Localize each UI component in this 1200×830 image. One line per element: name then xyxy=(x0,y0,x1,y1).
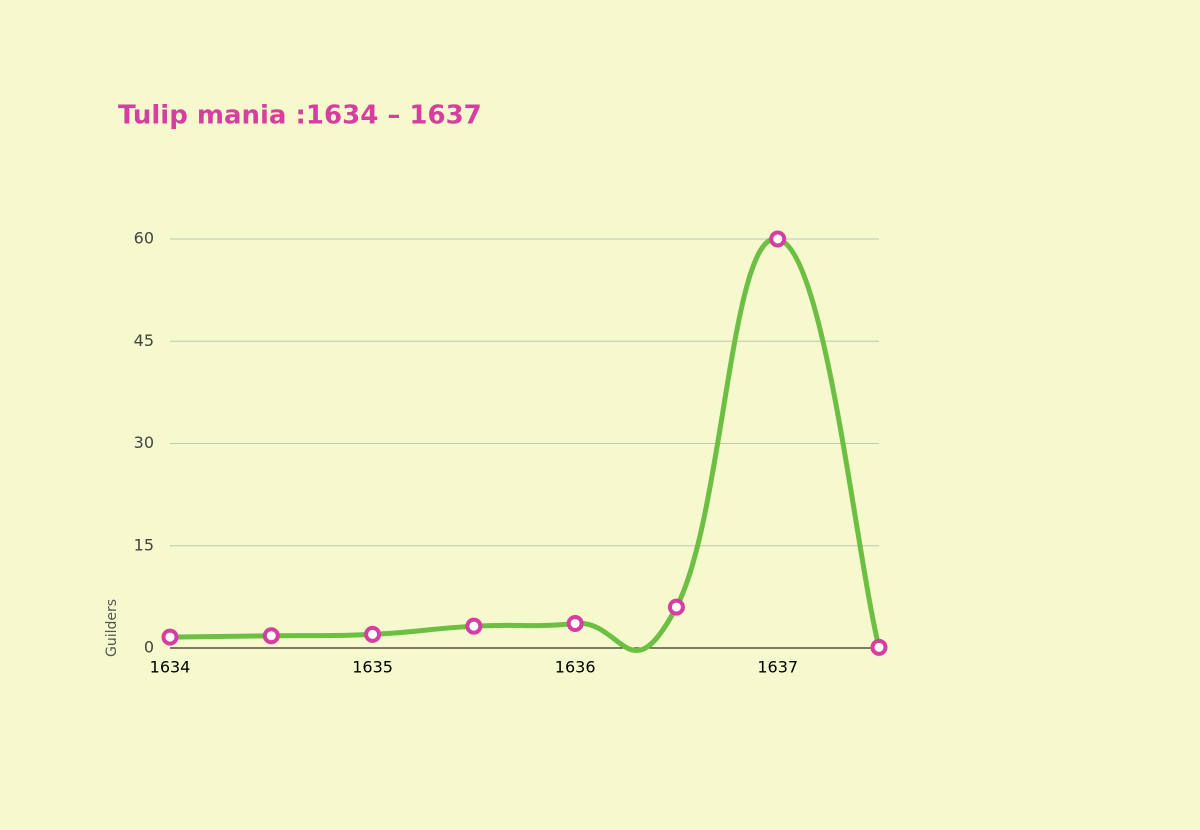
y-tick-label: 45 xyxy=(134,331,154,350)
y-tick-label: 15 xyxy=(134,535,154,554)
point-marker xyxy=(465,617,483,635)
chart-title: Tulip mania :1634 – 1637 xyxy=(118,101,482,131)
y-axis-label: Guilders xyxy=(104,599,120,657)
x-tick-label: 1634 xyxy=(150,658,191,677)
point-marker xyxy=(667,598,685,616)
point-marker xyxy=(566,614,584,632)
y-tick-label: 60 xyxy=(134,229,154,248)
point-marker xyxy=(769,230,787,248)
x-tick-label: 1636 xyxy=(555,658,596,677)
point-marker xyxy=(262,627,280,645)
point-marker xyxy=(161,628,179,646)
x-tick-label: 1637 xyxy=(757,658,798,677)
y-tick-label: 0 xyxy=(144,638,154,657)
point-marker xyxy=(364,625,382,643)
point-marker xyxy=(870,638,888,656)
x-tick-label: 1635 xyxy=(352,658,393,677)
y-tick-label: 30 xyxy=(134,433,154,452)
line xyxy=(167,236,882,653)
